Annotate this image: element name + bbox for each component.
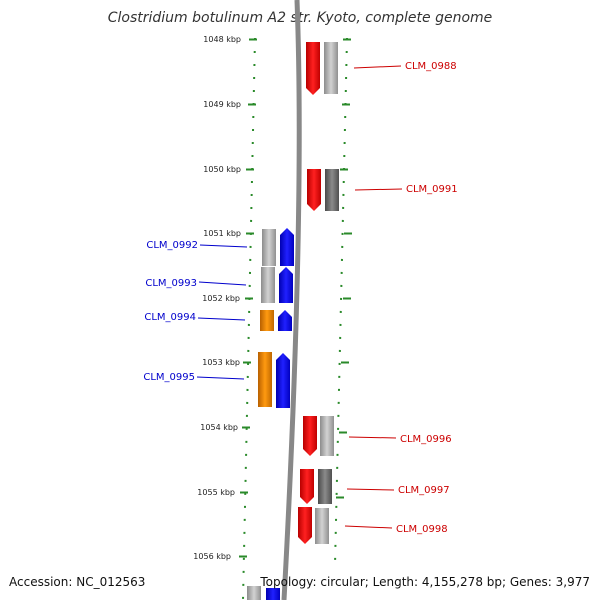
gene-label-clm-0992[interactable]: CLM_0992 xyxy=(146,240,198,251)
accession-text: Accession: NC_012563 xyxy=(9,575,145,589)
ruler-label: 1054 kbp xyxy=(200,423,238,432)
gene-label-clm-0988[interactable]: CLM_0988 xyxy=(405,61,457,72)
gene-label-clm-0996[interactable]: CLM_0996 xyxy=(400,434,452,445)
leader-line xyxy=(346,488,395,491)
ruler-label: 1048 kbp xyxy=(203,35,241,44)
gene-label-clm-0991[interactable]: CLM_0991 xyxy=(406,184,458,195)
leader-line xyxy=(348,436,397,439)
gene-label-clm-0993[interactable]: CLM_0993 xyxy=(145,278,197,289)
grey-block xyxy=(262,229,276,266)
grey-block xyxy=(324,42,338,94)
gene-arrow-clm-0988[interactable] xyxy=(306,42,320,95)
grey-block xyxy=(320,416,334,456)
ruler-labels: 1048 kbp 1049 kbp 1050 kbp 1051 kbp 1052… xyxy=(193,35,241,561)
left-track-guide xyxy=(242,37,256,600)
ruler-label: 1051 kbp xyxy=(203,229,241,238)
leader-line xyxy=(199,244,248,248)
dark-grey-block xyxy=(318,469,332,504)
leader-line xyxy=(353,65,402,69)
gene-label-clm-0998[interactable]: CLM_0998 xyxy=(396,524,448,535)
ruler-label: 1055 kbp xyxy=(197,488,235,497)
leader-line xyxy=(198,281,247,286)
ruler-label: 1056 kbp xyxy=(193,552,231,561)
gene-arrow-clm-0994[interactable] xyxy=(278,310,292,331)
grey-block xyxy=(315,508,329,544)
dark-grey-block xyxy=(325,169,339,211)
gene-labels: CLM_0988 CLM_0991 CLM_0992 CLM_0993 CLM_… xyxy=(143,61,457,535)
leader-lines xyxy=(196,65,403,529)
gene-label-clm-0995[interactable]: CLM_0995 xyxy=(143,372,195,383)
gene-arrow-clm-0991[interactable] xyxy=(307,169,321,211)
reverse-strand-features xyxy=(247,228,294,600)
gene-arrow-clm-0992[interactable] xyxy=(280,228,294,266)
gene-arrow-clm-0996[interactable] xyxy=(303,416,317,456)
gene-arrow-clm-0997[interactable] xyxy=(300,469,314,504)
gene-arrow-clm-0998[interactable] xyxy=(298,507,312,544)
grey-block xyxy=(247,586,261,600)
leader-line xyxy=(196,376,245,380)
gene-label-clm-0994[interactable]: CLM_0994 xyxy=(144,312,196,323)
leader-line xyxy=(354,188,403,191)
ruler-ticks xyxy=(239,38,352,558)
partial-gene-arrow[interactable] xyxy=(266,588,280,600)
right-track-guide xyxy=(334,37,348,566)
gene-arrow-clm-0993[interactable] xyxy=(279,267,293,303)
ruler-label: 1052 kbp xyxy=(202,294,240,303)
orange-block xyxy=(260,310,274,331)
gene-arrow-clm-0995[interactable] xyxy=(276,353,290,408)
leader-line xyxy=(197,317,246,321)
gene-label-clm-0997[interactable]: CLM_0997 xyxy=(398,485,450,496)
genome-backbone xyxy=(281,0,302,600)
ruler-label: 1050 kbp xyxy=(203,165,241,174)
ruler-label: 1049 kbp xyxy=(203,100,241,109)
orange-block xyxy=(258,352,272,407)
forward-strand-features xyxy=(298,42,339,544)
leader-line xyxy=(344,525,393,529)
grey-block xyxy=(261,267,275,303)
ruler-label: 1053 kbp xyxy=(202,358,240,367)
topology-text: Topology: circular; Length: 4,155,278 bp… xyxy=(259,575,590,589)
track-guides xyxy=(242,37,348,600)
